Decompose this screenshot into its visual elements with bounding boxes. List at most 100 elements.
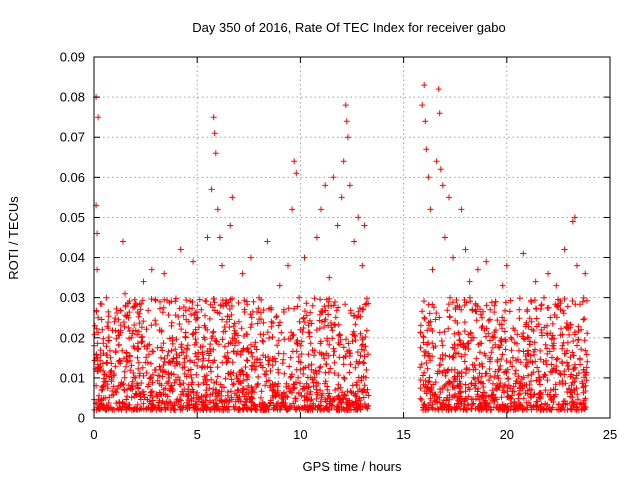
data-point [321,355,328,362]
data-point [447,294,453,301]
data-point [123,313,130,320]
data-point [581,315,588,322]
data-point [189,331,196,338]
data-point [301,319,308,326]
data-point [201,336,208,343]
data-point [139,297,146,304]
data-point [528,378,534,385]
data-point [273,313,280,320]
data-point [297,342,304,349]
data-point [127,367,134,374]
data-point [97,347,104,354]
data-point [239,385,246,392]
data-point [299,385,306,392]
data-point [194,302,201,309]
data-point [502,307,508,314]
data-point [582,270,589,277]
data-point [499,351,506,358]
data-point [494,372,501,379]
data-point [140,278,147,285]
data-point [310,379,317,386]
data-point [493,382,500,389]
data-point [557,332,564,339]
data-point [336,331,343,338]
data-point [526,315,533,322]
data-point [335,339,342,346]
data-point [463,365,470,372]
data-point [328,324,335,331]
data-point [429,266,436,273]
data-point [110,383,117,390]
data-point [249,353,256,360]
data-point [97,366,104,373]
data-point [445,301,452,308]
data-point [219,297,226,304]
data-point [321,324,328,330]
data-point [100,360,106,367]
data-point [275,380,282,387]
data-point [143,354,150,361]
data-point [225,370,231,377]
data-point [255,373,262,380]
data-point [508,347,515,354]
data-point [417,329,424,336]
data-point [456,337,463,343]
data-point [213,400,220,407]
data-point [214,364,221,371]
data-point [501,369,508,376]
data-point [555,401,562,408]
data-point [210,400,217,406]
data-point [149,348,156,355]
x-tick-labels: 0 5 10 15 20 25 [90,427,617,442]
data-point [533,315,540,322]
data-point [222,328,229,335]
data-point [535,368,542,375]
data-point [427,386,433,393]
data-point [275,400,282,406]
data-point [207,301,214,308]
data-point [340,158,347,165]
data-point [112,315,119,322]
data-point [113,335,120,342]
data-point [499,387,506,394]
data-point [134,401,141,408]
data-point [454,382,461,389]
data-point [517,359,524,366]
data-point [329,327,336,334]
data-point [339,389,346,396]
data-point [244,396,251,402]
data-point [166,375,173,381]
data-point [547,387,554,394]
data-point [208,376,215,383]
data-point [487,306,494,313]
data-point [302,364,309,371]
data-point [549,342,556,349]
data-point [155,372,162,379]
data-point [295,374,302,381]
data-point [531,339,538,346]
data-point [456,378,463,385]
data-point [437,386,443,393]
data-point [294,341,301,348]
data-point [324,335,331,342]
data-point [152,366,159,373]
data-point [523,399,530,406]
data-point [260,307,267,313]
data-point [263,403,270,410]
data-point [242,399,249,406]
data-point [196,296,203,303]
data-point [180,312,187,319]
data-point [462,381,469,388]
data-point [558,325,564,332]
data-point [158,406,165,413]
data-point [479,363,486,370]
data-point [277,319,283,326]
data-point [229,381,236,388]
data-point [473,317,480,324]
data-point [565,385,572,392]
data-point [584,358,591,365]
data-point [139,338,146,345]
data-point [495,375,502,382]
data-point [331,348,338,355]
data-point [454,369,461,376]
